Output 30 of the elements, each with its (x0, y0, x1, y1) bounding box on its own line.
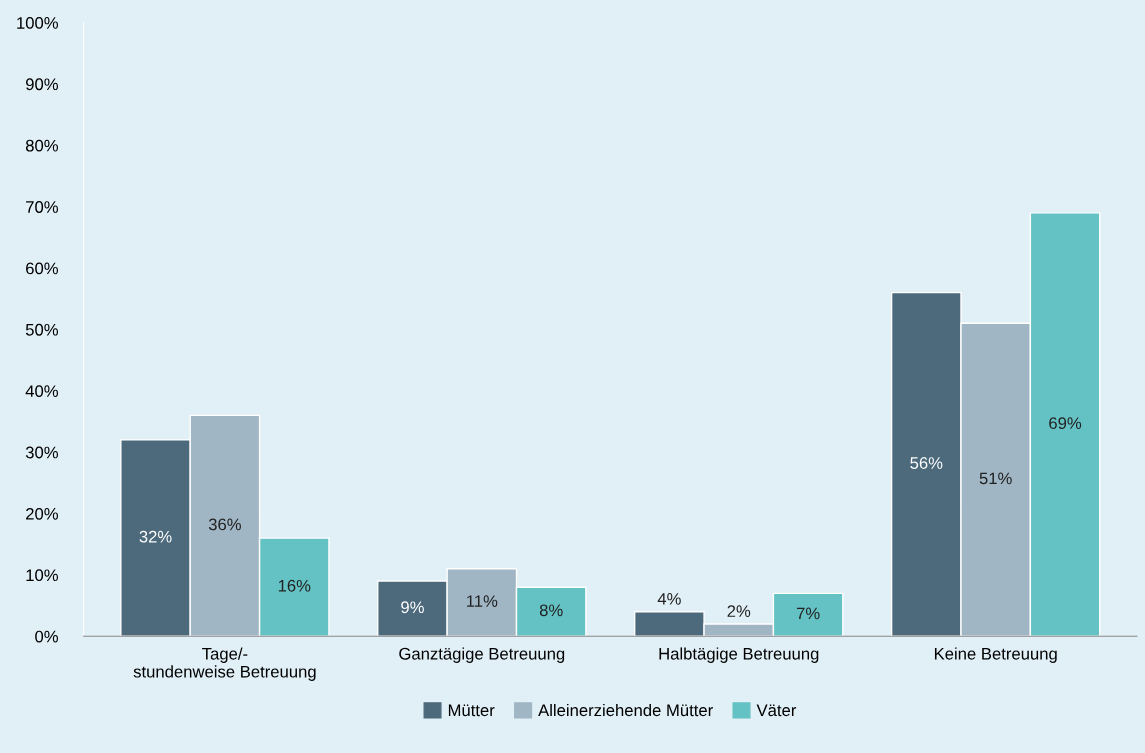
data-label: 56% (910, 457, 943, 469)
y-tick-label: 0% (35, 630, 58, 643)
y-tick-label: 10% (26, 569, 58, 582)
data-label: 51% (979, 472, 1012, 485)
x-tick-label: Keine Betreuung (934, 647, 1057, 663)
legend-label: Mütter (448, 704, 495, 717)
data-label: 16% (278, 579, 311, 592)
y-tick-label: 40% (25, 385, 58, 398)
data-label: 36% (208, 518, 241, 531)
x-tick-label: Ganztägige Betreuung (399, 647, 565, 663)
legend-label: Väter (756, 704, 797, 717)
x-tick-label: Halbtägige Betreuung (659, 647, 819, 663)
y-tick-label: 100% (17, 16, 58, 29)
y-tick-label: 90% (26, 78, 58, 91)
y-tick-label: 30% (25, 446, 58, 459)
data-label: 69% (1049, 417, 1082, 430)
data-label: 4% (657, 593, 681, 605)
y-tick-label: 80% (25, 139, 58, 152)
x-tick-label: Tage/- stundenweise Betreuung (133, 647, 316, 681)
y-tick-label: 70% (26, 201, 58, 213)
y-tick-label: 20% (26, 507, 58, 520)
data-label: 11% (467, 595, 498, 607)
data-label: 8% (539, 604, 563, 617)
data-label: 9% (401, 601, 424, 614)
data-label: 2% (727, 605, 751, 617)
y-tick-label: 60% (26, 262, 58, 275)
data-label: 7% (796, 607, 820, 620)
y-tick-label: 50% (25, 323, 58, 336)
legend-label: Alleinerziehende Mütter (538, 703, 713, 717)
data-label: 32% (139, 530, 172, 543)
